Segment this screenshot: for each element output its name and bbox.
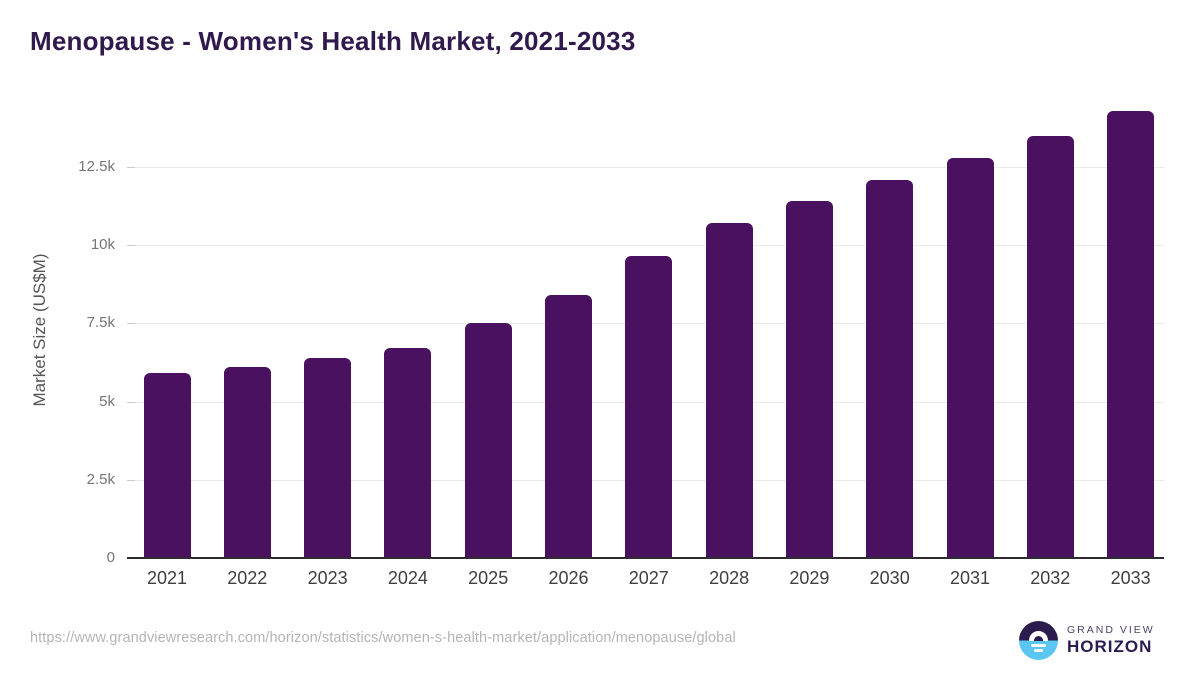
x-tick-label: 2030 xyxy=(869,568,910,588)
x-tick-label: 2024 xyxy=(387,568,428,588)
bar-2033 xyxy=(1107,110,1155,558)
logo-horizon-label: HORIZON xyxy=(1067,637,1153,656)
gridline-12.5k xyxy=(135,167,1164,168)
y-tick-label: 10k xyxy=(90,236,115,254)
x-tick-label: 2031 xyxy=(949,568,991,588)
bar-2023 xyxy=(304,357,352,558)
x-tick-label: 2023 xyxy=(307,568,348,588)
bar-2031 xyxy=(946,157,994,558)
y-tick-mark xyxy=(127,479,135,481)
bar-2025 xyxy=(464,323,512,558)
x-tick-label: 2032 xyxy=(1030,568,1071,588)
y-tick-label: 2.5k xyxy=(86,470,115,488)
y-tick-mark xyxy=(127,245,135,247)
sun-arch-icon xyxy=(1029,631,1048,641)
x-tick-label: 2033 xyxy=(1110,568,1151,588)
bar-2022 xyxy=(223,367,271,558)
bar-2032 xyxy=(1026,135,1074,558)
y-tick-mark xyxy=(127,323,135,325)
bar-2028 xyxy=(705,223,753,558)
horizon-sunrise-icon xyxy=(1019,621,1058,660)
x-tick-label: 2021 xyxy=(146,568,188,588)
logo-grand-view-label: GRAND VIEW xyxy=(1067,624,1155,636)
source-url: https://www.grandviewresearch.com/horizo… xyxy=(30,630,736,646)
bar-2027 xyxy=(625,256,673,558)
plot-area: 0 2.5k 5k 7.5k 10k 12.5k 2021 2022 2023 2024 2025 2… xyxy=(78,100,1164,588)
x-tick-label: 2027 xyxy=(628,568,669,588)
y-tick-label: 5k xyxy=(99,392,115,410)
logo-text: GRAND VIEW HORIZON xyxy=(1067,624,1155,657)
bar-2030 xyxy=(866,179,914,558)
y-tick-mark xyxy=(127,401,135,403)
x-axis-line xyxy=(127,557,1164,559)
chart-title: Menopause - Women's Health Market, 2021-… xyxy=(30,26,636,56)
grand-view-horizon-logo: GRAND VIEW HORIZON xyxy=(1019,621,1155,660)
bar-2026 xyxy=(545,295,592,558)
y-tick-label: 12.5k xyxy=(78,158,115,175)
bar-2021 xyxy=(143,373,191,558)
x-tick-label: 2025 xyxy=(468,568,509,588)
x-tick-label: 2029 xyxy=(789,568,830,588)
x-tick-label: 2026 xyxy=(548,568,589,588)
x-tick-label: 2022 xyxy=(227,568,268,588)
y-tick-mark xyxy=(127,167,135,168)
bar-2029 xyxy=(785,201,833,558)
x-tick-label: 2028 xyxy=(709,568,750,588)
y-tick-label: 7.5k xyxy=(86,314,115,332)
gridline-10k xyxy=(135,245,1164,247)
bar-2024 xyxy=(384,348,432,558)
y-tick-label: 0 xyxy=(106,549,115,566)
